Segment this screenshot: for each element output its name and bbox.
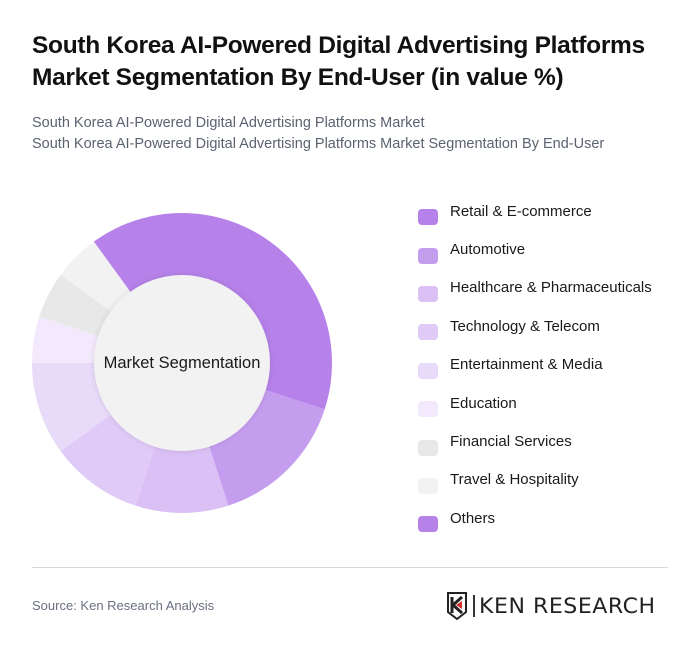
footer-divider <box>32 567 668 568</box>
legend-label: Retail & E-commerce <box>450 202 592 220</box>
subtitle-line-2: South Korea AI-Powered Digital Advertisi… <box>32 136 605 152</box>
logo-text: KEN RESEARCH <box>478 594 656 618</box>
donut-segment[interactable] <box>206 387 325 506</box>
legend-swatch-icon <box>418 285 438 302</box>
subtitle-line-1: South Korea AI-Powered Digital Advertisi… <box>32 115 425 131</box>
legend-label: Travel & Hospitality <box>450 471 579 489</box>
legend-label: Financial Services <box>450 433 572 451</box>
legend-item-others[interactable]: Others <box>418 506 688 544</box>
legend-item-retail[interactable]: Retail & E-commerce <box>418 199 688 237</box>
legend-item-technology[interactable]: Technology & Telecom <box>418 314 688 352</box>
donut-segment[interactable] <box>39 274 118 339</box>
legend-swatch-icon <box>418 477 438 494</box>
legend-swatch-icon <box>418 401 438 418</box>
source-note: Source: Ken Research Analysis <box>32 598 215 613</box>
legend-label: Education <box>450 394 517 412</box>
donut-svg <box>32 213 333 513</box>
donut-segment[interactable] <box>32 316 106 363</box>
legend-label: Automotive <box>450 241 526 259</box>
legend-item-healthcare[interactable]: Healthcare & Pharmaceuticals <box>418 276 688 314</box>
ken-research-shield-icon <box>447 592 467 620</box>
legend-item-travel[interactable]: Travel & Hospitality <box>418 468 688 506</box>
donut-segment[interactable] <box>93 213 333 410</box>
logo-separator <box>473 595 475 617</box>
legend-label: Entertainment & Media <box>450 356 603 374</box>
donut-segment[interactable] <box>135 439 229 513</box>
donut-center <box>94 275 270 451</box>
legend-label: Healthcare & Pharmaceuticals <box>450 279 652 297</box>
page-title: South Korea AI-Powered Digital Advertisi… <box>32 32 645 91</box>
legend-item-education[interactable]: Education <box>418 391 688 429</box>
ken-research-logo: KEN RESEARCH <box>446 591 655 621</box>
legend-swatch-icon <box>418 439 438 456</box>
legend-swatch-icon <box>418 324 438 341</box>
legend-item-automotive[interactable]: Automotive <box>418 237 688 275</box>
legend-swatch-icon <box>418 247 438 264</box>
donut-chart: Market Segmentation <box>30 211 334 515</box>
donut-segment[interactable] <box>32 363 118 452</box>
legend-label: Others <box>450 509 496 527</box>
legend-swatch-icon <box>418 209 438 226</box>
legend-swatch-icon <box>418 516 438 533</box>
legend: Retail & E-commerce Automotive Healthcar… <box>418 199 688 545</box>
legend-label: Technology & Telecom <box>450 317 600 335</box>
legend-item-financial[interactable]: Financial Services <box>418 429 688 467</box>
donut-segment[interactable] <box>60 241 135 316</box>
legend-item-entertainment[interactable]: Entertainment & Media <box>418 353 688 391</box>
legend-swatch-icon <box>418 362 438 379</box>
subtitle: South Korea AI-Powered Digital Advertisi… <box>32 113 682 155</box>
